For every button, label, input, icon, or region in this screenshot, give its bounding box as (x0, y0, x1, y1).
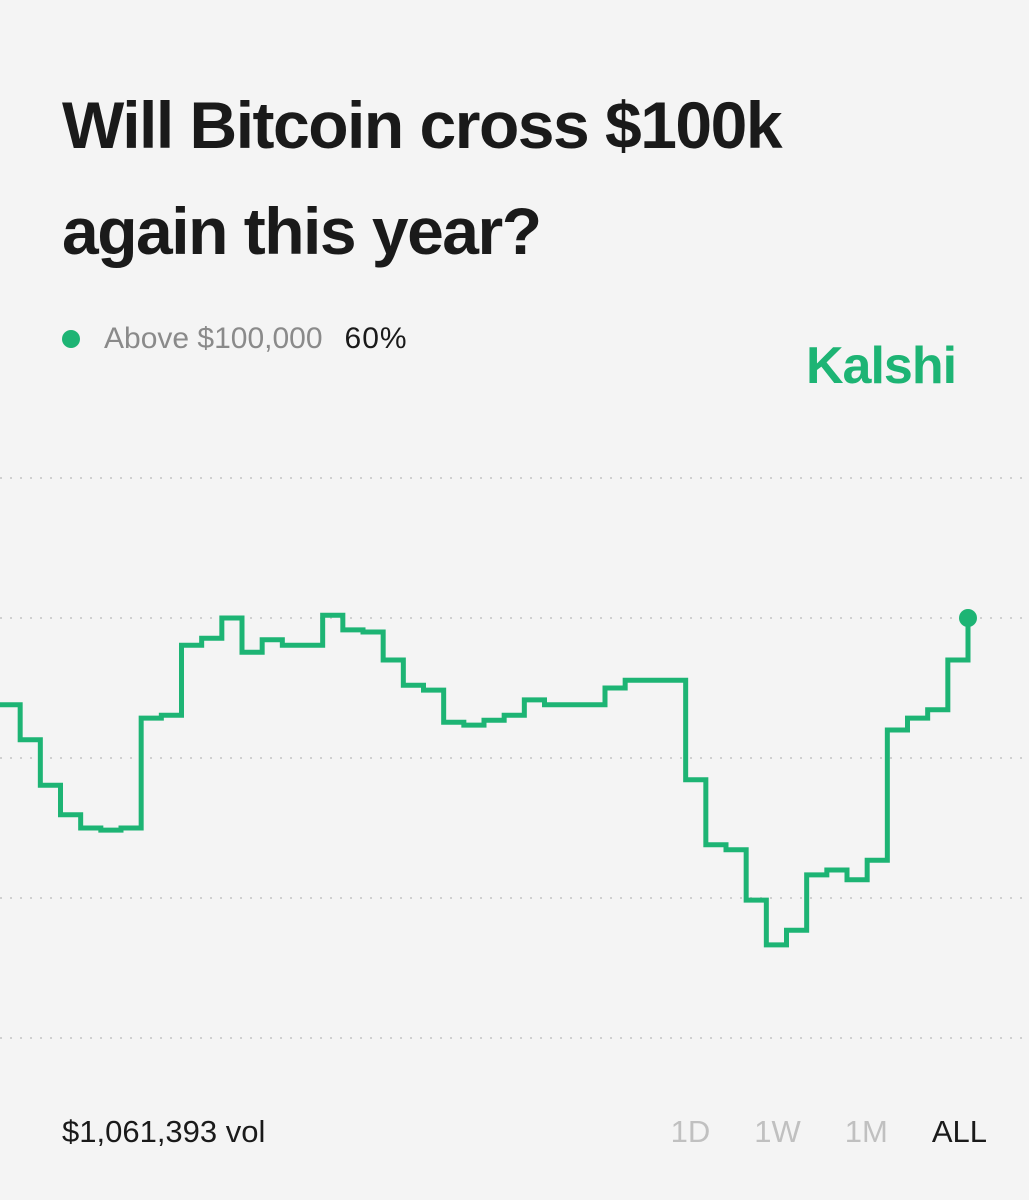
legend: Above $100,000 60% (62, 322, 408, 356)
market-title: Will Bitcoin cross $100k again this year… (62, 88, 783, 268)
legend-value: 60% (344, 322, 408, 355)
range-button[interactable]: 1D (670, 1114, 711, 1149)
price-line (0, 612, 971, 948)
chart (0, 477, 1029, 1039)
range-selector: 1D 1W 1M ALL (671, 1114, 987, 1150)
legend-dot (62, 330, 80, 348)
brand-logo: Kalshi (806, 337, 957, 395)
range-button[interactable]: 1W (754, 1114, 801, 1149)
range-button[interactable]: 1M (844, 1114, 888, 1149)
range-button[interactable]: ALL (931, 1114, 987, 1149)
legend-name: Above $100,000 (104, 322, 323, 355)
volume: $1,061,393 vol (62, 1114, 266, 1149)
current-point (959, 609, 977, 627)
